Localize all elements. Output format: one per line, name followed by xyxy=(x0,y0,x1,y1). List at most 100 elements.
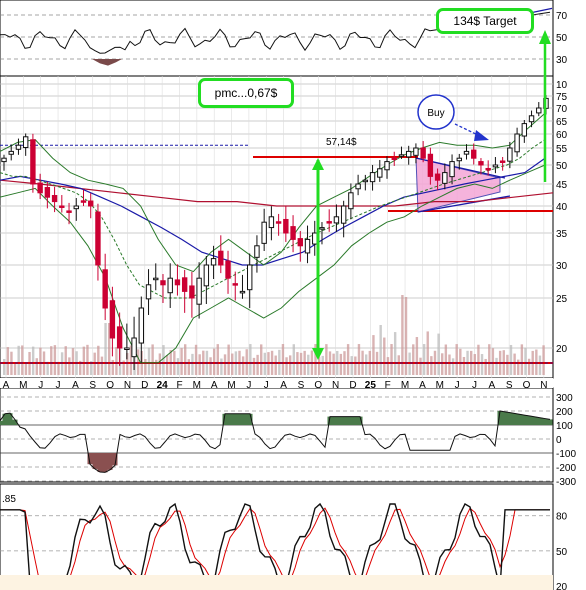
volume-bar xyxy=(155,359,158,375)
candle-body xyxy=(51,195,58,203)
candle-body xyxy=(247,264,253,291)
x-tick-label: N xyxy=(540,380,547,391)
cci-positive-fill xyxy=(237,413,243,425)
candle-body xyxy=(261,221,267,244)
volume-bar xyxy=(339,353,343,375)
candle-body xyxy=(427,153,434,177)
candle-body xyxy=(80,200,87,203)
volume-bar xyxy=(31,346,35,375)
volume-bar xyxy=(542,345,545,375)
x-tick-label: 25 xyxy=(365,380,377,391)
volume-bar xyxy=(390,344,393,375)
x-tick-label: J xyxy=(38,380,43,391)
x-tick-label: F xyxy=(176,380,182,391)
cci-positive-fill xyxy=(242,413,248,425)
stoch-tick-label: 50 xyxy=(556,547,568,558)
candle-body xyxy=(37,182,43,194)
candle-body xyxy=(384,161,390,171)
candle-body xyxy=(449,161,455,178)
volume-bar xyxy=(227,344,230,375)
volume-bar xyxy=(350,356,353,375)
candle-body xyxy=(145,284,152,300)
volume-bar xyxy=(6,347,10,375)
volume-bar xyxy=(209,357,212,375)
candle-body xyxy=(59,205,65,208)
volume-bar xyxy=(64,346,67,375)
candle-body xyxy=(160,280,166,286)
x-tick-label: A xyxy=(211,380,218,391)
cci-positive-fill xyxy=(522,415,528,425)
volume-bar xyxy=(477,344,480,375)
volume-bar xyxy=(459,348,462,375)
volume-bar xyxy=(122,360,125,375)
date-strip xyxy=(0,378,553,388)
volume-bar xyxy=(379,325,382,375)
cci-positive-fill xyxy=(247,413,253,425)
candle-body xyxy=(369,172,376,183)
cci-positive-fill xyxy=(0,420,3,425)
cci-positive-fill xyxy=(332,416,338,425)
volume-bar xyxy=(89,361,93,375)
volume-bar xyxy=(292,344,295,375)
price-tick-label: 65 xyxy=(556,117,568,128)
pmc-annotation: pmc...0,67$ xyxy=(198,78,294,108)
x-tick-label: S xyxy=(506,380,513,391)
price-tick-label: 20 xyxy=(556,344,568,355)
bollinger-upper xyxy=(0,112,546,273)
stoch-tick-label: 20 xyxy=(556,582,568,590)
cci-panel xyxy=(0,410,553,473)
volume-bar xyxy=(115,347,118,375)
candle-body xyxy=(8,150,14,155)
cci-positive-fill xyxy=(327,416,333,425)
cci-positive-fill xyxy=(227,413,233,425)
candle-body xyxy=(116,326,123,349)
cci-positive-fill xyxy=(537,417,543,425)
volume-bar xyxy=(176,358,180,375)
cci-negative-fill xyxy=(107,453,113,470)
price-tick-label: 10 xyxy=(556,80,568,91)
volume-bar xyxy=(321,355,324,375)
cci-tick-label: -100 xyxy=(556,449,576,460)
volume-bar xyxy=(100,356,104,375)
cci-tick-label: 200 xyxy=(556,407,573,418)
candle-body xyxy=(499,160,506,163)
volume-bar xyxy=(419,357,422,375)
volume-bar xyxy=(53,345,57,375)
cci-positive-fill xyxy=(527,416,533,425)
candle-body xyxy=(420,147,426,159)
move-label: 57,14$ xyxy=(326,137,357,148)
x-tick-label: M xyxy=(19,380,27,391)
volume-bar xyxy=(68,357,71,375)
volume-bar xyxy=(448,354,451,375)
top-tick-label: 70 xyxy=(556,11,568,22)
candle-body xyxy=(297,238,303,247)
measure-arrowhead-up xyxy=(312,158,324,170)
price-tick-label: 40 xyxy=(556,202,568,213)
candle-body xyxy=(471,149,477,159)
price-tick-label: 75 xyxy=(556,92,568,103)
price-tick-label: 70 xyxy=(556,104,568,115)
candle-body xyxy=(275,221,282,224)
price-panel: 57,14$ Buy xyxy=(0,30,554,375)
price-tick-label: 45 xyxy=(556,180,568,191)
volume-bar xyxy=(46,361,49,375)
volume-bar xyxy=(386,357,390,375)
candle-body xyxy=(95,211,101,266)
sma-blue-line xyxy=(0,157,546,266)
cci-positive-fill xyxy=(357,416,363,425)
volume-bar xyxy=(35,358,38,375)
volume-bar xyxy=(111,359,114,375)
candle-body xyxy=(355,183,361,190)
frame-cci xyxy=(0,387,554,483)
volume-bar xyxy=(488,344,491,375)
candle-body xyxy=(15,144,22,150)
volume-bar xyxy=(484,358,487,375)
volume-bar xyxy=(252,357,256,375)
candle-body xyxy=(492,164,499,168)
volume-bar xyxy=(260,344,263,375)
volume-bar xyxy=(480,354,484,375)
candle-body xyxy=(254,245,260,258)
volume-bar xyxy=(288,355,292,375)
stoch-k-line xyxy=(0,502,550,590)
